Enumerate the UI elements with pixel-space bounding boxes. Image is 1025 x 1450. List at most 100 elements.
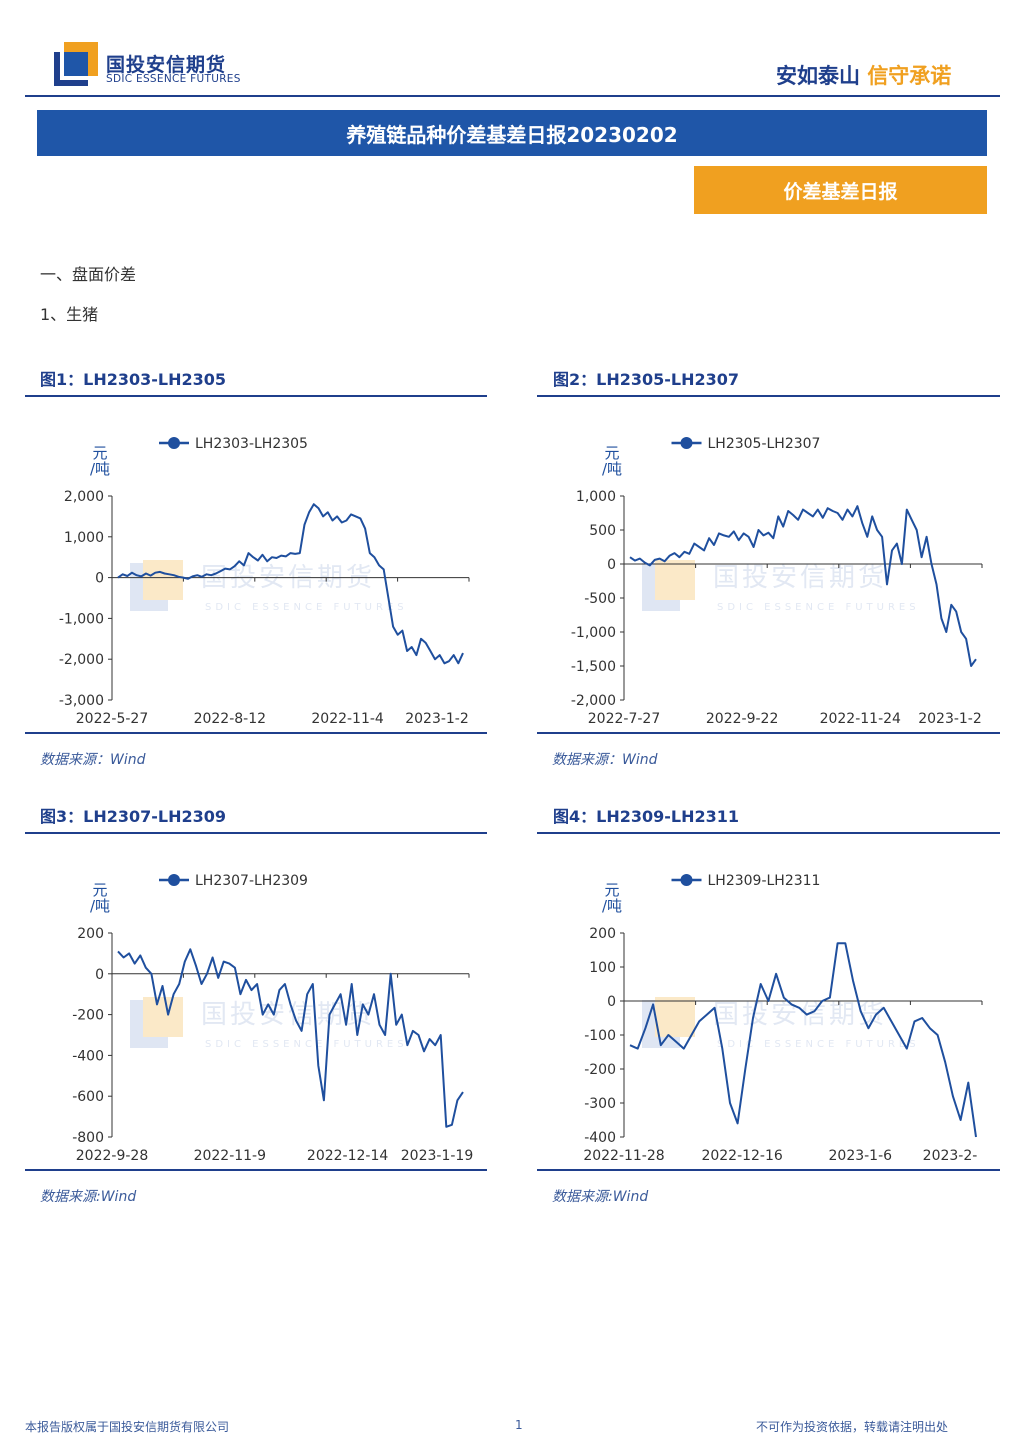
y-tick-label: 0 bbox=[95, 571, 104, 587]
figure-3-title: 图3：LH2307-LH2309 bbox=[40, 807, 227, 826]
y-tick-label: -3,000 bbox=[59, 693, 104, 709]
y-tick-label: -200 bbox=[72, 1008, 104, 1024]
legend-marker bbox=[168, 874, 180, 886]
figure-4-top-rule bbox=[537, 832, 1000, 834]
figure-1-source: 数据来源：Wind bbox=[40, 752, 146, 768]
figure-4-chart: 国投安信期货 SDIC ESSENCE FUTURES LH2309-LH2311 元… bbox=[583, 873, 983, 1164]
y-tick-label: 200 bbox=[589, 926, 616, 942]
legend: LH2307-LH2309 bbox=[159, 873, 308, 889]
y-tick-label: 0 bbox=[607, 994, 616, 1010]
legend-marker bbox=[680, 437, 693, 449]
footer-page-number: 1 bbox=[515, 1418, 523, 1432]
y-tick-label: 100 bbox=[589, 960, 616, 976]
subsection-title: 1、生猪 bbox=[40, 305, 99, 324]
x-tick-label: 2023-1-2 bbox=[918, 711, 982, 727]
y-axis-unit-2: /吨 bbox=[602, 897, 622, 915]
y-tick-label: 2,000 bbox=[64, 489, 104, 505]
slogan-part-b: 信守承诺 bbox=[867, 64, 952, 88]
company-name-en: SDIC ESSENCE FUTURES bbox=[106, 73, 241, 85]
figure-1-top-rule bbox=[25, 395, 487, 397]
legend-label: LH2309-LH2311 bbox=[708, 873, 821, 889]
y-tick-label: -2,000 bbox=[59, 652, 104, 668]
watermark-text-en: SDIC ESSENCE FUTURES bbox=[205, 602, 408, 613]
watermark-logo-accent bbox=[143, 560, 183, 600]
section-title: 一、盘面价差 bbox=[40, 265, 137, 284]
y-tick-label: -200 bbox=[584, 1062, 616, 1078]
legend: LH2309-LH2311 bbox=[671, 873, 821, 889]
report-tag: 价差基差日报 bbox=[694, 166, 987, 214]
y-tick-label: -500 bbox=[584, 591, 616, 607]
x-tick-label: 2022-11-24 bbox=[820, 711, 901, 727]
figure-2-bottom-rule bbox=[537, 732, 1000, 734]
legend-marker bbox=[680, 874, 693, 886]
x-tick-label: 2022-7-27 bbox=[588, 711, 660, 727]
figure-3-source: 数据来源:Wind bbox=[40, 1189, 137, 1205]
y-tick-label: 0 bbox=[95, 967, 104, 983]
y-tick-label: -1,000 bbox=[59, 611, 104, 627]
x-tick-label: 2022-12-14 bbox=[307, 1148, 388, 1164]
x-tick-label: 2022-5-27 bbox=[76, 711, 148, 727]
watermark-text-en: SDIC ESSENCE FUTURES bbox=[205, 1039, 408, 1050]
series-line bbox=[117, 948, 464, 1128]
figure-2-source: 数据来源：Wind bbox=[552, 752, 658, 768]
watermark-text: 国投安信期货 bbox=[713, 563, 887, 593]
slogan: 安如泰山 信守承诺 bbox=[776, 60, 951, 90]
y-axis-unit: 元 bbox=[604, 881, 619, 899]
legend-marker bbox=[168, 437, 180, 449]
watermark-text-en: SDIC ESSENCE FUTURES bbox=[717, 602, 920, 613]
x-tick-label: 2023-1-6 bbox=[829, 1148, 893, 1164]
x-tick-label: 2023-1-19 bbox=[401, 1148, 473, 1164]
y-tick-label: -100 bbox=[584, 1028, 616, 1044]
y-axis-unit-2: /吨 bbox=[602, 460, 622, 478]
footer-disclaimer: 不可作为投资依据，转载请注明出处 bbox=[756, 1420, 949, 1434]
y-tick-label: 1,000 bbox=[576, 489, 616, 505]
watermark: 国投安信期货 SDIC ESSENCE FUTURES bbox=[642, 560, 920, 613]
y-tick-label: -2,000 bbox=[571, 693, 616, 709]
x-tick-label: 2022-12-16 bbox=[701, 1148, 782, 1164]
y-tick-label: -300 bbox=[584, 1096, 616, 1112]
x-tick-label: 2022-8-12 bbox=[194, 711, 266, 727]
y-tick-label: -800 bbox=[72, 1130, 104, 1146]
company-name: 国投安信期货 bbox=[106, 54, 227, 76]
legend: LH2303-LH2305 bbox=[159, 436, 308, 452]
watermark-text: 国投安信期货 bbox=[713, 1000, 887, 1030]
report-title: 养殖链品种价差基差日报20230202 bbox=[37, 110, 987, 156]
slogan-part-a: 安如泰山 bbox=[776, 64, 860, 88]
y-tick-label: 500 bbox=[589, 523, 616, 539]
figure-3-bottom-rule bbox=[25, 1169, 487, 1171]
y-tick-label: 1,000 bbox=[64, 530, 104, 546]
legend-label: LH2305-LH2307 bbox=[708, 436, 821, 452]
watermark-logo-accent bbox=[655, 560, 695, 600]
x-tick-label: 2022-9-22 bbox=[706, 711, 778, 727]
figure-4-source: 数据来源:Wind bbox=[552, 1189, 649, 1205]
series-line bbox=[117, 503, 464, 665]
y-tick-label: -600 bbox=[72, 1089, 104, 1105]
x-tick-label: 2022-11-28 bbox=[583, 1148, 664, 1164]
y-axis-unit: 元 bbox=[92, 881, 107, 899]
figure-2-chart: 国投安信期货 SDIC ESSENCE FUTURES LH2305-LH2307 元… bbox=[571, 436, 983, 727]
y-tick-label: 200 bbox=[77, 926, 104, 942]
series-line bbox=[629, 942, 977, 1138]
y-tick-label: -1,000 bbox=[571, 625, 616, 641]
figure-4-title: 图4：LH2309-LH2311 bbox=[553, 807, 740, 826]
watermark-logo-accent bbox=[143, 997, 183, 1037]
y-axis-unit: 元 bbox=[604, 444, 619, 462]
legend-label: LH2303-LH2305 bbox=[195, 436, 308, 452]
series-line bbox=[629, 505, 977, 667]
legend-label: LH2307-LH2309 bbox=[195, 873, 308, 889]
x-tick-label: 2023-2- bbox=[923, 1148, 978, 1164]
y-axis-unit-2: /吨 bbox=[90, 897, 110, 915]
footer-copyright: 本报告版权属于国投安信期货有限公司 bbox=[25, 1420, 230, 1434]
x-tick-label: 2022-11-4 bbox=[311, 711, 384, 727]
legend: LH2305-LH2307 bbox=[671, 436, 821, 452]
company-logo-icon bbox=[54, 42, 98, 86]
watermark-logo-accent bbox=[655, 997, 695, 1037]
figure-2-top-rule bbox=[537, 395, 1000, 397]
figure-1-bottom-rule bbox=[25, 732, 487, 734]
figure-2-title: 图2：LH2305-LH2307 bbox=[553, 370, 740, 389]
figure-3-top-rule bbox=[25, 832, 487, 834]
